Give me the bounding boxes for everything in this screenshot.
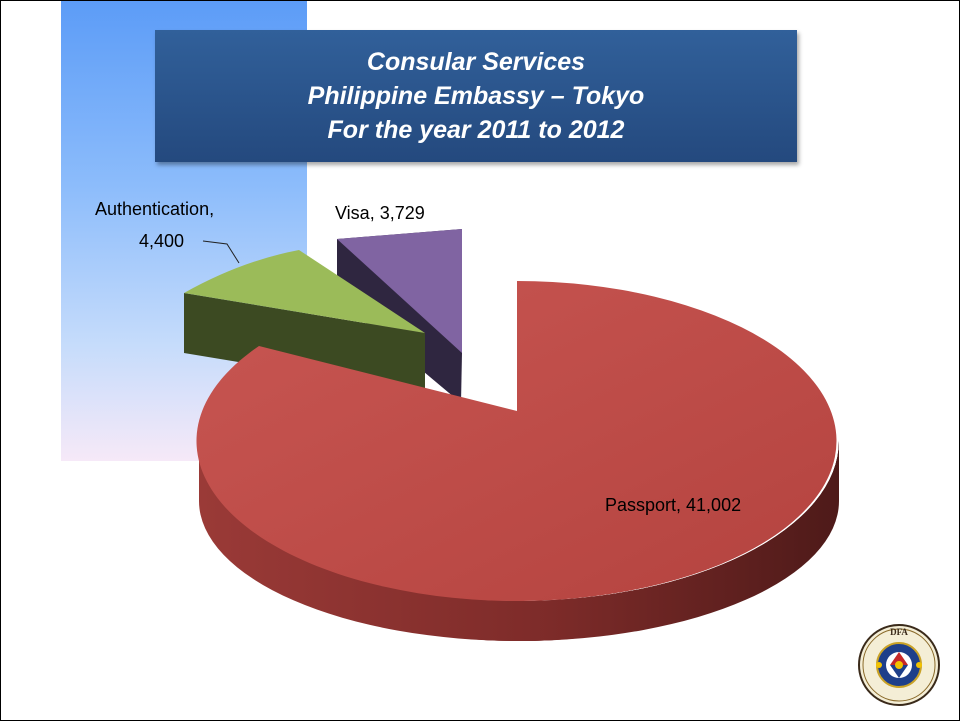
label-visa: Visa, 3,729: [335, 203, 425, 223]
title-line-3: For the year 2011 to 2012: [327, 116, 625, 144]
pie-slice-visa: [337, 229, 462, 403]
dfa-seal-icon: DFA: [858, 624, 940, 706]
title-line-2: Philippine Embassy – Tokyo: [307, 82, 645, 110]
title-line-1: Consular Services: [366, 48, 586, 76]
label-passport: Passport, 41,002: [605, 495, 741, 515]
pie-slice-authentication: [184, 250, 425, 393]
pie-slice-passport: [196, 281, 839, 642]
label-authentication-line1: Authentication,: [95, 199, 214, 219]
authentication-leader-line: [202, 240, 240, 264]
svg-text:DFA: DFA: [890, 627, 908, 637]
chart-title-box: Consular Services Philippine Embassy – T…: [155, 30, 797, 162]
label-authentication-line2: 4,400: [139, 231, 184, 251]
